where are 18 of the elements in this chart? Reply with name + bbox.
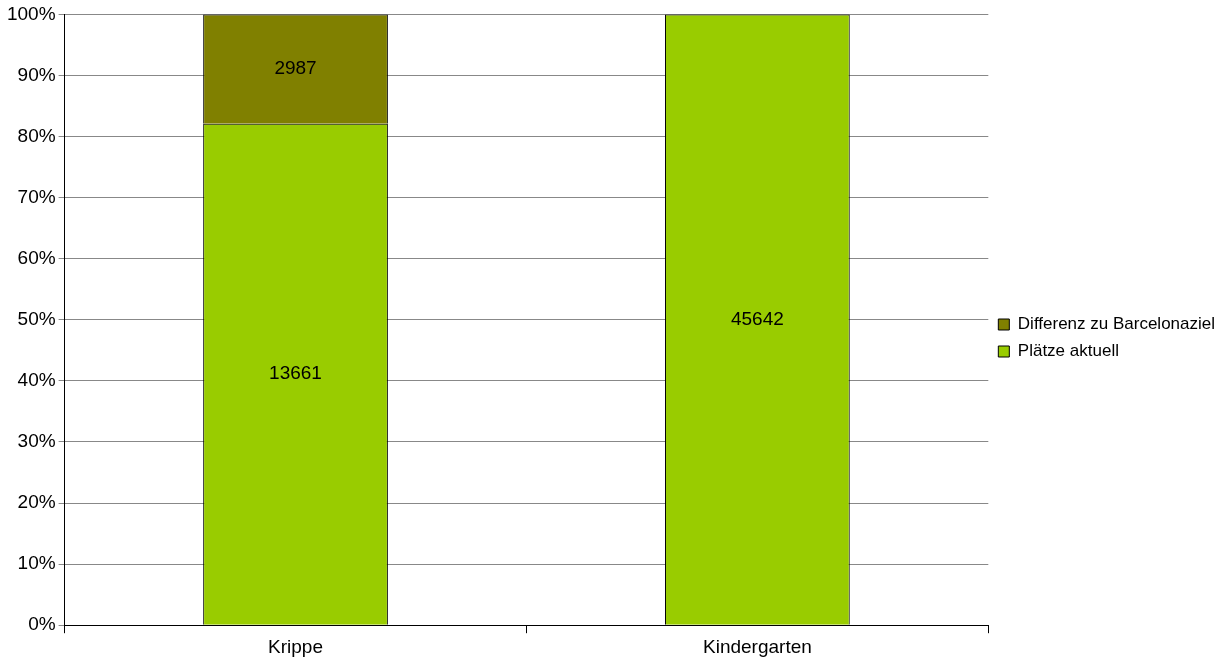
y-tick-label: 40%: [17, 369, 56, 391]
y-tick-label: 50%: [17, 308, 56, 330]
annotation: 45642: [730, 307, 784, 329]
y-tick-label: 70%: [17, 185, 56, 207]
y-tick-label: 20%: [17, 491, 56, 513]
y-tick-label: 90%: [17, 63, 56, 85]
x-tick-label: Krippe: [268, 635, 323, 657]
y-tick-label: 100%: [6, 2, 56, 24]
y-tick-label: 10%: [17, 552, 56, 574]
y-tick-label: 30%: [17, 430, 56, 452]
y-tick-label: 0%: [28, 613, 56, 635]
y-tick-label: 80%: [17, 124, 56, 146]
x-tick-label: Kindergarten: [702, 635, 812, 657]
legend-label: Differenz zu Barcelonaziel: [1017, 314, 1216, 334]
legend-label: Plätze aktuell: [1017, 341, 1119, 361]
y-tick-label: 60%: [17, 246, 56, 268]
annotation: 13661: [269, 362, 322, 384]
annotation: 2987: [274, 57, 317, 79]
